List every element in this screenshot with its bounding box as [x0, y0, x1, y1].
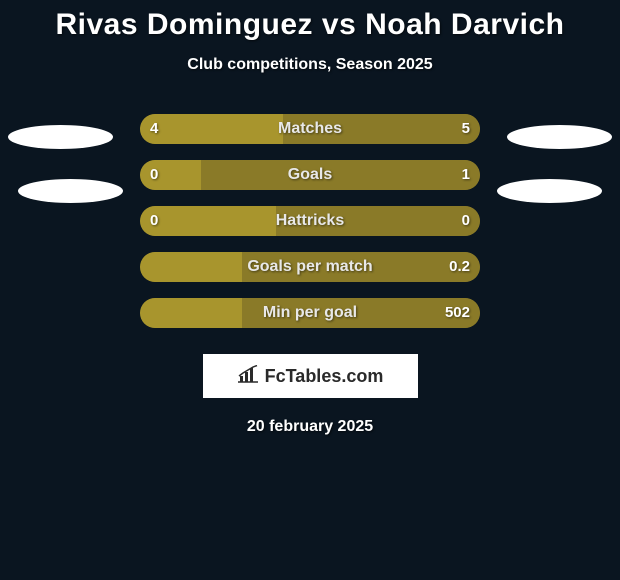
logo-text: FcTables.com — [265, 366, 384, 387]
bar-chart-icon — [237, 365, 259, 388]
bar-left — [140, 206, 276, 236]
page-subtitle: Club competitions, Season 2025 — [0, 56, 620, 74]
stat-value-left: 0 — [150, 206, 158, 236]
bar-right — [201, 160, 480, 190]
bar-left — [140, 252, 242, 282]
logo-box: FcTables.com — [203, 354, 418, 398]
bar-left — [140, 298, 242, 328]
bar-right — [276, 206, 480, 236]
bar-right — [242, 252, 480, 282]
page-title: Rivas Dominguez vs Noah Darvich — [0, 8, 620, 42]
stat-value-left: 4 — [150, 114, 158, 144]
bar-left — [140, 114, 283, 144]
bar-track — [140, 160, 480, 190]
stat-value-right: 0.2 — [449, 252, 470, 282]
stat-row: Goals per match0.2 — [0, 252, 620, 298]
stat-value-right: 1 — [462, 160, 470, 190]
stat-row: Hattricks00 — [0, 206, 620, 252]
comparison-container: Rivas Dominguez vs Noah Darvich Club com… — [0, 0, 620, 436]
stat-value-right: 502 — [445, 298, 470, 328]
bar-track — [140, 114, 480, 144]
stat-row: Min per goal502 — [0, 298, 620, 344]
stat-value-right: 5 — [462, 114, 470, 144]
stat-row: Goals01 — [0, 160, 620, 206]
footer-date: 20 february 2025 — [0, 418, 620, 436]
stat-value-right: 0 — [462, 206, 470, 236]
bar-track — [140, 298, 480, 328]
stat-value-left: 0 — [150, 160, 158, 190]
logo: FcTables.com — [237, 365, 384, 388]
stat-rows: Matches45Goals01Hattricks00Goals per mat… — [0, 114, 620, 344]
bar-track — [140, 206, 480, 236]
bar-track — [140, 252, 480, 282]
bar-right — [283, 114, 480, 144]
stat-row: Matches45 — [0, 114, 620, 160]
